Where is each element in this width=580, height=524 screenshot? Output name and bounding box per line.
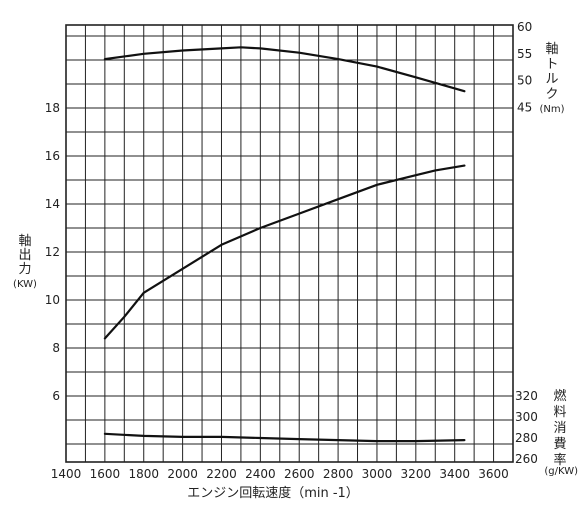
axis-label-char: ク xyxy=(545,87,558,102)
power-tick-label: 12 xyxy=(45,245,60,259)
fuel-axis-ticks: 260 280 300 320 xyxy=(515,389,538,466)
x-axis-label: エンジン回転速度（min -1） xyxy=(187,485,359,501)
x-tick-label: 2600 xyxy=(284,467,315,481)
x-tick-label: 3400 xyxy=(439,467,470,481)
axis-label-char: 燃 xyxy=(553,388,566,404)
fuel-tick-label: 280 xyxy=(515,431,538,445)
power-axis-label: 軸出力 (KW) xyxy=(13,234,37,290)
x-tick-label: 2400 xyxy=(245,467,276,481)
chart-curves xyxy=(103,46,466,443)
axis-label-char: 力 xyxy=(18,262,31,277)
fuel-curve xyxy=(103,432,466,443)
chart-frame xyxy=(65,24,514,463)
axis-unit: (Nm) xyxy=(539,104,564,115)
x-tick-label: 1800 xyxy=(128,467,159,481)
torque-tick-label: 55 xyxy=(517,47,532,61)
chart-grid xyxy=(66,25,513,462)
x-tick-label: 3000 xyxy=(362,467,393,481)
torque-curve xyxy=(103,46,466,93)
x-tick-label: 1600 xyxy=(90,467,121,481)
power-tick-label: 16 xyxy=(45,149,60,163)
torque-tick-label: 45 xyxy=(517,100,532,114)
axis-label-char: 率 xyxy=(553,452,566,468)
x-tick-label: 2200 xyxy=(206,467,237,481)
axis-label-char: 料 xyxy=(553,405,566,420)
fuel-tick-label: 320 xyxy=(515,389,538,403)
power-tick-label: 14 xyxy=(45,197,60,211)
power-tick-label: 6 xyxy=(52,389,60,403)
axis-unit: (KW) xyxy=(13,279,37,290)
x-tick-label: 2800 xyxy=(323,467,354,481)
axis-label-char: 出 xyxy=(18,248,31,263)
x-tick-label: 3600 xyxy=(478,467,509,481)
x-axis-ticks: 1400 1600 1800 2000 2200 2400 2600 2800 3000 3200… xyxy=(51,467,509,481)
axis-label-char: 軸 xyxy=(545,42,558,57)
power-tick-label: 8 xyxy=(52,341,60,355)
power-curve xyxy=(103,164,466,340)
x-tick-label: 3200 xyxy=(401,467,432,481)
axis-unit: (g/KW) xyxy=(544,466,578,477)
torque-tick-label: 60 xyxy=(517,20,532,34)
axis-label-char: 費 xyxy=(553,437,566,452)
power-tick-label: 10 xyxy=(45,293,60,307)
torque-tick-label: 50 xyxy=(517,74,532,88)
power-axis-ticks: 6 8 10 12 14 16 18 xyxy=(45,101,60,403)
power-tick-label: 18 xyxy=(45,101,60,115)
torque-axis-ticks: 45 50 55 60 xyxy=(517,20,532,114)
fuel-tick-label: 260 xyxy=(515,452,538,466)
x-tick-label: 1400 xyxy=(51,467,82,481)
axis-label-char: ト xyxy=(545,57,558,72)
axis-label-char: 消 xyxy=(553,421,566,436)
axis-label-char: ル xyxy=(545,72,558,87)
x-tick-label: 2000 xyxy=(167,467,198,481)
fuel-tick-label: 300 xyxy=(515,410,538,424)
axis-label-char: 軸 xyxy=(18,234,31,249)
